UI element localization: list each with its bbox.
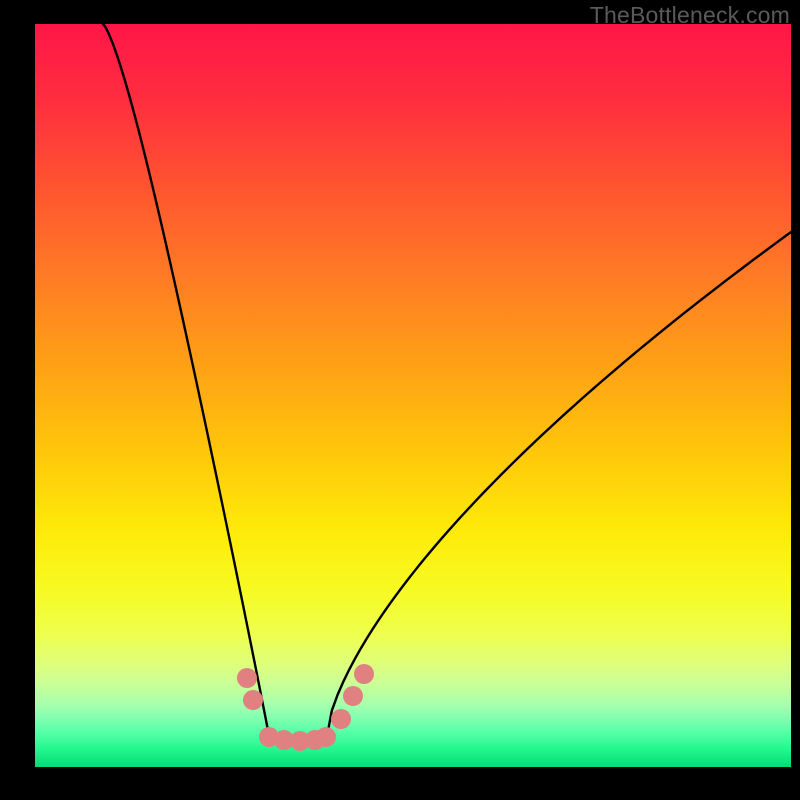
data-marker: [343, 686, 363, 706]
data-marker: [316, 727, 336, 747]
plot-area: [35, 24, 791, 767]
data-marker: [331, 709, 351, 729]
data-marker: [243, 690, 263, 710]
marker-layer: [35, 24, 791, 767]
data-marker: [354, 664, 374, 684]
data-marker: [237, 668, 257, 688]
watermark-text: TheBottleneck.com: [590, 2, 790, 29]
